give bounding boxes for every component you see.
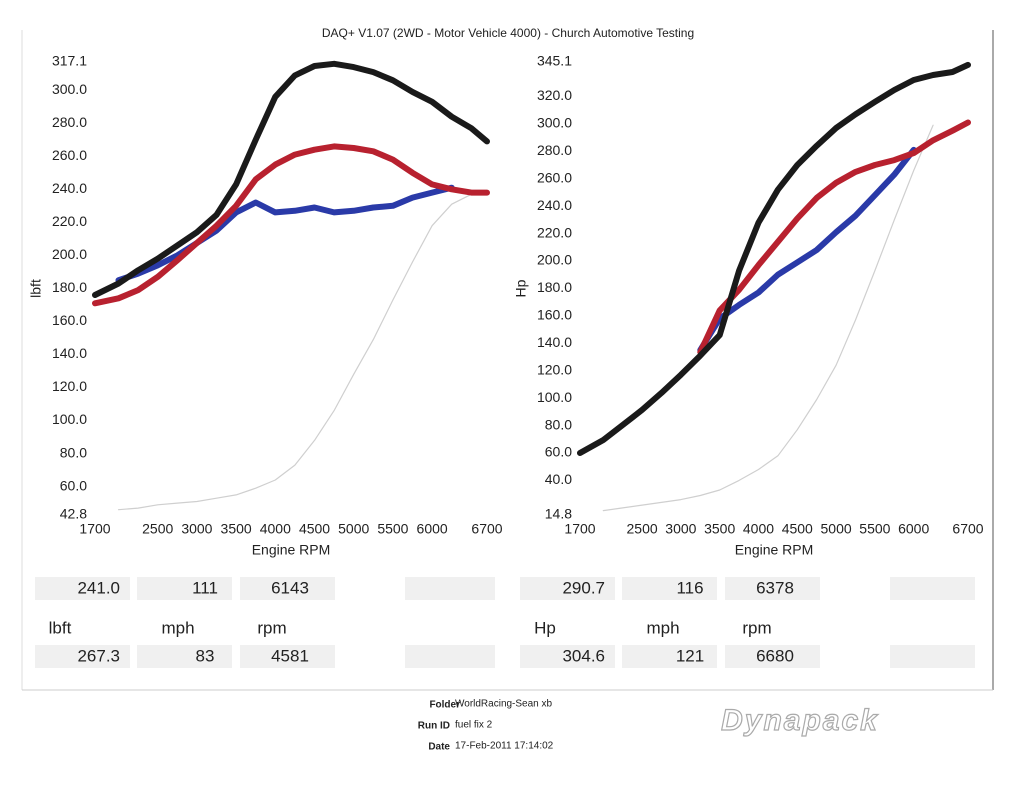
- y-tick-label: 160.0: [52, 312, 87, 328]
- readout-value: 290.7: [562, 578, 605, 597]
- readout-unit: rpm: [257, 618, 286, 637]
- readout-unit: mph: [646, 618, 679, 637]
- readout-value: 6378: [756, 578, 794, 597]
- y-tick-label: 42.8: [60, 506, 87, 522]
- y-tick-label: 80.0: [60, 444, 87, 460]
- x-tick-label: 4500: [782, 521, 813, 537]
- x-tick-label: 1700: [564, 521, 595, 537]
- series-line: [697, 146, 917, 354]
- x-tick-label: 5500: [859, 521, 890, 537]
- x-tick-label: 6700: [471, 521, 502, 537]
- y-tick-label: 260.0: [52, 147, 87, 163]
- x-tick-label: 5500: [377, 521, 408, 537]
- x-tick-label: 4000: [743, 521, 774, 537]
- y-tick-label: 345.1: [537, 53, 572, 69]
- y-tick-label: 140.0: [537, 334, 572, 350]
- y-tick-label: 220.0: [537, 224, 572, 240]
- readout-value: 121: [676, 646, 704, 665]
- y-tick-label: 80.0: [545, 416, 572, 432]
- x-tick-label: 3500: [704, 521, 735, 537]
- info-value: fuel fix 2: [455, 720, 493, 731]
- y-axis-label: lbft: [28, 279, 44, 298]
- readout-value: 6680: [756, 646, 794, 665]
- series-line: [577, 61, 971, 456]
- page-title: DAQ+ V1.07 (2WD - Motor Vehicle 4000) - …: [322, 26, 694, 40]
- y-tick-label: 180.0: [537, 279, 572, 295]
- readout-unit: rpm: [742, 618, 771, 637]
- y-tick-label: 300.0: [52, 81, 87, 97]
- x-tick-label: 3000: [665, 521, 696, 537]
- x-axis-label: Engine RPM: [252, 542, 331, 558]
- y-tick-label: 280.0: [537, 142, 572, 158]
- series-line: [115, 184, 455, 284]
- y-tick-label: 180.0: [52, 279, 87, 295]
- readout-unit: mph: [161, 618, 194, 637]
- y-tick-label: 140.0: [52, 345, 87, 361]
- y-tick-label: 100.0: [52, 411, 87, 427]
- y-tick-label: 260.0: [537, 169, 572, 185]
- series-line: [92, 143, 490, 307]
- series-line: [92, 60, 490, 298]
- y-tick-label: 120.0: [52, 378, 87, 394]
- y-tick-label: 240.0: [537, 197, 572, 213]
- logo: Dynapack: [721, 704, 879, 737]
- series-line: [602, 124, 934, 512]
- readout-value: 111: [192, 578, 218, 597]
- y-tick-label: 280.0: [52, 114, 87, 130]
- y-tick-label: 14.8: [545, 506, 572, 522]
- x-tick-label: 4500: [299, 521, 330, 537]
- info-value: WorldRacing-Sean xb: [455, 699, 553, 710]
- y-tick-label: 200.0: [52, 246, 87, 262]
- x-tick-label: 3000: [181, 521, 212, 537]
- y-tick-label: 120.0: [537, 361, 572, 377]
- y-axis-label: Hp: [513, 279, 529, 297]
- y-tick-label: 160.0: [537, 307, 572, 323]
- x-tick-label: 6700: [952, 521, 983, 537]
- x-tick-label: 6000: [898, 521, 929, 537]
- readout-value: 241.0: [77, 578, 120, 597]
- info-label: Date: [428, 742, 450, 753]
- y-tick-label: 300.0: [537, 115, 572, 131]
- x-tick-label: 2500: [142, 521, 173, 537]
- series-line: [697, 119, 971, 356]
- readout-value: 83: [196, 646, 215, 665]
- info-value: 17-Feb-2011 17:14:02: [455, 741, 554, 752]
- readout-boxes: [35, 577, 975, 668]
- x-tick-label: 5000: [338, 521, 369, 537]
- readout-unit: Hp: [534, 618, 556, 637]
- readout-value: 116: [676, 578, 703, 597]
- info-label: Folder: [429, 700, 460, 711]
- x-axis-label: Engine RPM: [735, 542, 814, 558]
- y-tick-label: 220.0: [52, 213, 87, 229]
- y-tick-label: 200.0: [537, 252, 572, 268]
- y-tick-label: 240.0: [52, 180, 87, 196]
- y-tick-label: 60.0: [60, 477, 87, 493]
- readout-value: 4581: [271, 646, 309, 665]
- x-tick-label: 3500: [221, 521, 252, 537]
- x-tick-label: 5000: [821, 521, 852, 537]
- readout-value: 6143: [271, 578, 309, 597]
- readout-unit: lbft: [49, 618, 72, 637]
- info-label: Run ID: [418, 721, 450, 732]
- y-tick-label: 40.0: [545, 471, 572, 487]
- x-tick-label: 6000: [417, 521, 448, 537]
- y-tick-label: 317.1: [52, 53, 87, 69]
- y-tick-label: 100.0: [537, 389, 572, 405]
- x-tick-label: 1700: [79, 521, 110, 537]
- y-tick-label: 60.0: [545, 444, 572, 460]
- readout-value: 304.6: [562, 646, 605, 665]
- series-line: [117, 193, 472, 511]
- y-tick-label: 320.0: [537, 87, 572, 103]
- readout-value: 267.3: [77, 646, 120, 665]
- x-tick-label: 4000: [260, 521, 291, 537]
- x-tick-label: 2500: [627, 521, 658, 537]
